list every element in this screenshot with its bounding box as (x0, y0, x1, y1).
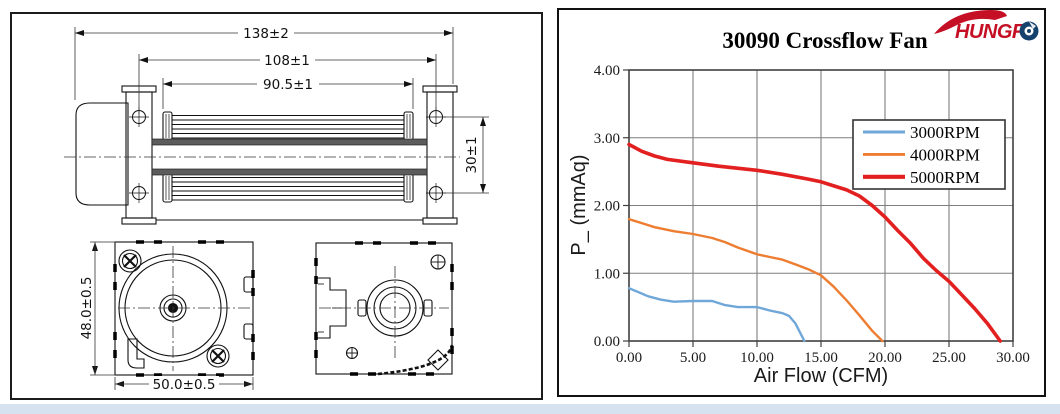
logo: HUNGF (934, 10, 1039, 43)
main-side-view (64, 85, 460, 225)
dim-hole-spacing: 108±1 (264, 53, 310, 69)
legend-label: 3000RPM (910, 123, 980, 142)
logo-letter-o (1019, 21, 1039, 41)
x-tick-label: 5.00 (680, 350, 706, 366)
dim-overall-length: 138±2 (243, 26, 289, 42)
x-tick-label: 15.00 (804, 350, 838, 366)
dim-frame-width: 50.0±0.5 (153, 377, 216, 393)
series-5000RPM (627, 142, 1003, 343)
series-4000RPM (627, 217, 884, 343)
housing-end-view (314, 241, 454, 376)
drawing-panel: 138±2 108±1 90.5±1 30±1 (10, 12, 543, 400)
plot-area: 0.00 5.00 10.00 15.00 20.00 25.00 30.00 0.00 1.0… (594, 63, 1030, 366)
screw-hole (345, 346, 359, 360)
series-3000RPM (627, 287, 806, 343)
y-tick-label: 3.00 (594, 131, 620, 147)
corner-diamond (427, 349, 449, 371)
x-tick-label: 30.00 (996, 350, 1030, 366)
legend-label: 4000RPM (910, 145, 980, 164)
logo-swoosh-icon (934, 10, 1007, 34)
x-tick-label: 0.00 (616, 350, 642, 366)
x-tick-label: 10.00 (740, 350, 774, 366)
y-axis-label: P_ (mmAq) (568, 154, 590, 255)
phillips-screw (206, 344, 230, 368)
phillips-screw (118, 249, 142, 273)
y-tick-label: 0.00 (594, 334, 620, 350)
edge-pads (113, 240, 255, 377)
bottom-strip (0, 404, 1060, 414)
impeller-blades (172, 115, 404, 201)
y-tick-label: 2.00 (594, 199, 620, 215)
scroll-wall (377, 344, 454, 376)
chart-title: 30090 Crossflow Fan (722, 28, 928, 53)
mounting-holes (129, 107, 446, 203)
dim-hole-height: 30±1 (464, 136, 480, 173)
technical-drawing: 138±2 108±1 90.5±1 30±1 (64, 25, 489, 393)
edge-pads (314, 241, 454, 376)
chart-panel: 30090 Crossflow Fan HUNGF 0.00 5.00 10.00 1… (557, 8, 1046, 397)
fan-curve-chart: 30090 Crossflow Fan HUNGF 0.00 5.00 10.00 1… (568, 10, 1039, 387)
logo-text: HUNGF (955, 21, 1025, 43)
housing-hook (127, 338, 145, 369)
legend: 3000RPM 4000RPM 5000RPM (852, 119, 1006, 190)
x-axis-label: Air Flow (CFM) (754, 365, 888, 387)
y-tick-label: 4.00 (594, 63, 620, 79)
motor-front-view (113, 240, 255, 377)
right-bracket (426, 91, 454, 219)
dim-impeller-length: 90.5±1 (263, 77, 313, 93)
y-tick-label: 1.00 (594, 266, 620, 282)
x-tick-label: 25.00 (932, 350, 966, 366)
motor-body (75, 102, 129, 206)
x-tick-label: 20.00 (868, 350, 902, 366)
dim-frame-height: 48.0±0.5 (79, 277, 95, 340)
screw-hole (430, 254, 446, 270)
legend-label: 5000RPM (910, 168, 980, 187)
